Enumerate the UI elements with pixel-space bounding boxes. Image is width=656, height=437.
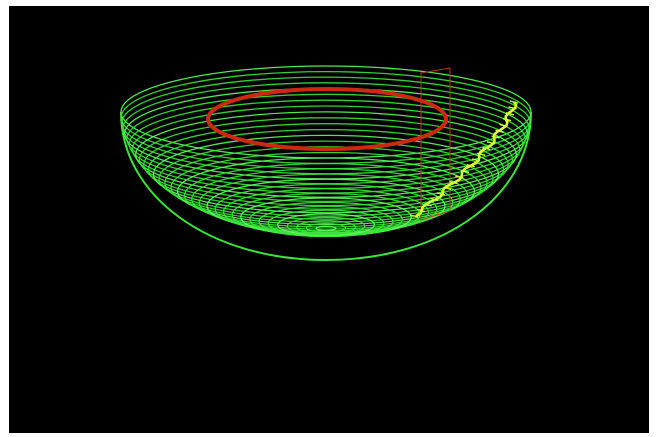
- bowl-contour: [305, 222, 347, 233]
- toolpath-ring: [206, 87, 448, 151]
- plunge-tick: [502, 117, 512, 122]
- bowl-contour: [277, 213, 375, 237]
- plunge-tick: [455, 175, 464, 179]
- bowl-contour: [143, 123, 509, 207]
- bowl-contour: [135, 111, 517, 198]
- plunge-tick: [423, 203, 432, 207]
- bowl-contour: [267, 209, 385, 237]
- plunge-tick: [491, 135, 500, 139]
- bowl-contour: [191, 168, 461, 230]
- plunge-tick: [509, 100, 519, 104]
- plunge-tick: [443, 186, 452, 190]
- tool-marker: [420, 67, 451, 221]
- bowl-contour: [158, 140, 494, 217]
- plunge-path: [409, 100, 519, 218]
- plunge-tick: [486, 141, 496, 145]
- bowl-contour: [296, 219, 356, 235]
- plunge-tick: [508, 106, 517, 110]
- bowl-contour: [176, 157, 476, 226]
- bowl-contour: [170, 151, 482, 223]
- bowl-contour: [147, 128, 505, 210]
- plunge-tick: [460, 169, 470, 174]
- 3d-viewport[interactable]: [9, 6, 649, 433]
- plunge-tick: [495, 129, 504, 133]
- plunge-tick: [436, 192, 445, 196]
- plunge-tick: [449, 180, 458, 185]
- plunge-tick: [482, 146, 491, 151]
- plunge-tick: [409, 214, 419, 218]
- bowl-contour: [152, 134, 500, 214]
- plunge-tick: [430, 197, 439, 202]
- toolpath-scene[interactable]: [9, 6, 649, 433]
- bowl-wireframe: [120, 65, 532, 262]
- bowl-contour: [183, 162, 469, 228]
- plunge-tick: [416, 208, 426, 213]
- toolpath-ring-ellipse: [206, 87, 448, 151]
- bowl-silhouette: [120, 111, 532, 262]
- plunge-tick: [499, 123, 508, 128]
- bowl-contour: [138, 117, 514, 203]
- plunge-tick: [505, 112, 515, 116]
- plunge-tick: [471, 158, 481, 162]
- bowl-contour: [315, 225, 337, 232]
- plunge-tick: [466, 164, 475, 168]
- bowl-contour: [286, 216, 366, 236]
- plunge-tick: [477, 152, 486, 156]
- bowl-contour: [164, 146, 488, 220]
